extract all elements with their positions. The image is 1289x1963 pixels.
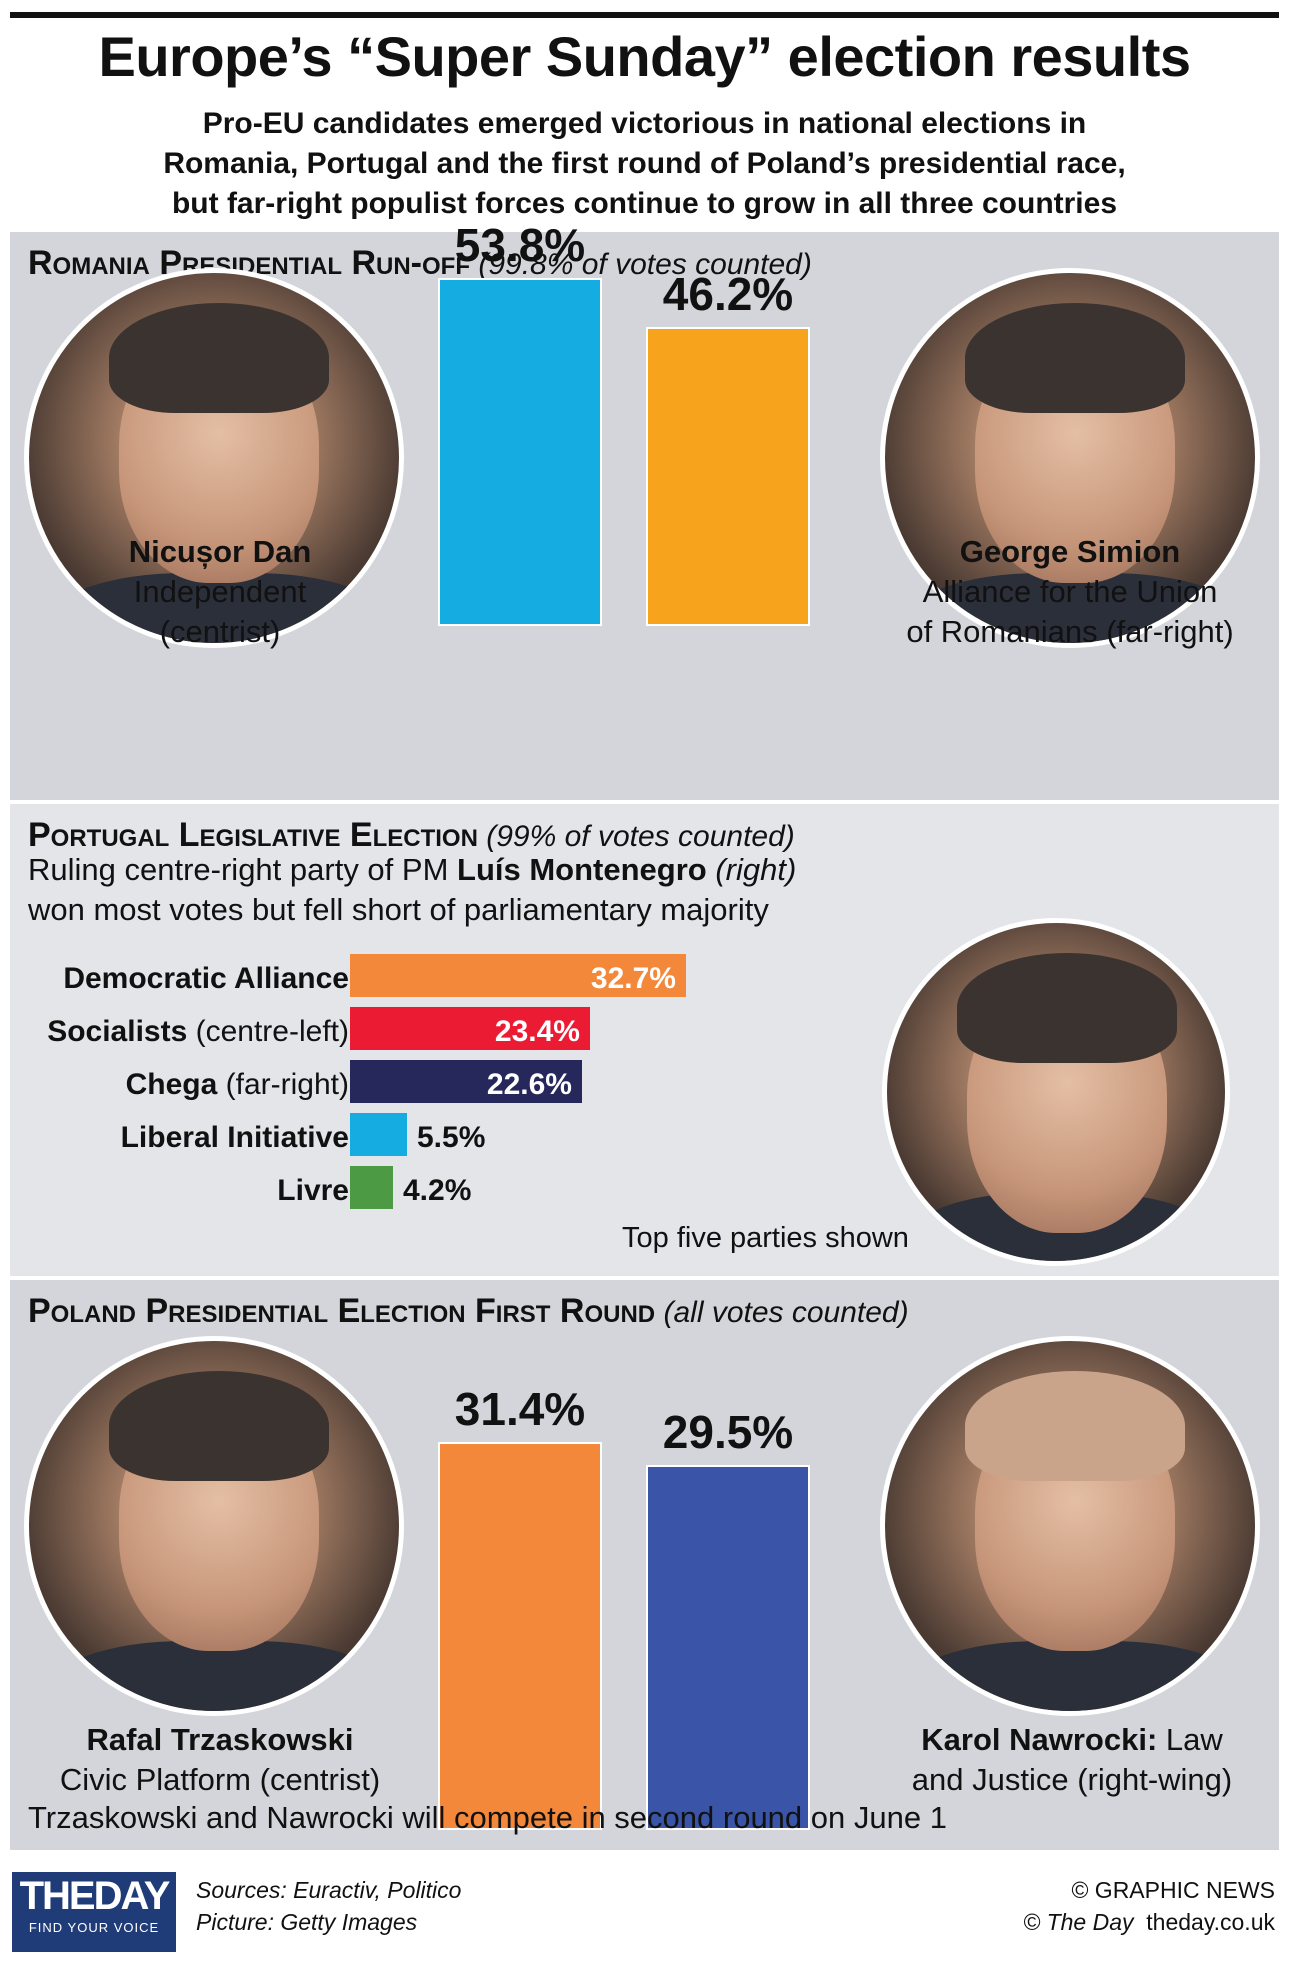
poland-heading: Poland Presidential Election First Round…	[28, 1292, 909, 1331]
candidate-party-end: and Justice (right-wing)	[911, 1762, 1233, 1797]
party-label: Liberal Initiative	[121, 1121, 349, 1155]
logo-wordmark: THEDAY	[19, 1874, 171, 1918]
party-name: Socialists	[47, 1015, 188, 1048]
subtitle-line-1: Pro-EU candidates emerged victorious in …	[202, 107, 1087, 140]
top-five-note: Top five parties shown	[622, 1222, 909, 1254]
nicusor-dan-photo	[24, 268, 404, 648]
bar-rafal-trzaskowski	[438, 1442, 602, 1830]
candidate-party: Alliance for the Union	[922, 574, 1218, 609]
sources: Sources: Euractiv, Politico Picture: Get…	[196, 1874, 461, 1938]
bar-chega	[350, 1060, 582, 1103]
theday-credit: © The Day	[1023, 1909, 1134, 1935]
portugal-desc-right: (right)	[706, 852, 797, 887]
portugal-heading-note: (99% of votes counted)	[486, 820, 795, 853]
bar-value-label: 22.6%	[486, 1068, 572, 1101]
page-title: Europe’s “Super Sunday” election results	[98, 25, 1192, 88]
portugal-desc-a: Ruling centre-right party of PM	[28, 852, 458, 887]
subtitle-line-2: Romania, Portugal and the first round of…	[163, 147, 1126, 180]
subtitle-line-3: but far-right populist forces continue t…	[171, 187, 1118, 220]
bar-liberal-initiative	[350, 1113, 407, 1156]
poland-heading-title: Poland Presidential Election First Round	[28, 1292, 656, 1330]
party-name: Liberal Initiative	[120, 1121, 349, 1154]
party-label: Chega (far-right)	[126, 1068, 349, 1102]
candidate-name: George Simion	[959, 534, 1181, 569]
party-row: Socialists (centre-left) 23.4%	[10, 1007, 1279, 1063]
theday-logo[interactable]: THEDAY FIND YOUR VOICE	[12, 1872, 176, 1952]
bar-value-label: 23.4%	[494, 1015, 580, 1048]
romania-right-candidate: George Simion Alliance for the Union of …	[860, 532, 1280, 652]
poland-heading-note: (all votes counted)	[663, 1296, 909, 1329]
party-name: Democratic Alliance	[63, 962, 349, 995]
romania-heading-note: (99.8% of votes counted)	[478, 248, 812, 281]
poland-right-candidate: Karol Nawrocki: Law and Justice (right-w…	[862, 1720, 1282, 1800]
candidate-name: Rafal Trzaskowski	[86, 1722, 354, 1757]
party-row: Democratic Alliance 32.7%	[10, 954, 1279, 1010]
portugal-description: Ruling centre-right party of PM Luís Mon…	[28, 850, 796, 930]
bar-value-label: 31.4%	[454, 1383, 586, 1435]
page-subtitle: Pro-EU candidates emerged victorious in …	[40, 104, 1249, 224]
luis-montenegro-photo	[882, 918, 1230, 1266]
poland-panel: Poland Presidential Election First Round…	[10, 1280, 1279, 1850]
footer: THEDAY FIND YOUR VOICE Sources: Euractiv…	[0, 1858, 1289, 1963]
party-name: Chega	[125, 1068, 218, 1101]
poland-left-candidate: Rafal Trzaskowski Civic Platform (centri…	[10, 1720, 430, 1800]
candidate-party: Civic Platform (centrist)	[59, 1762, 381, 1797]
bar-value-label: 53.8%	[454, 219, 586, 271]
rafal-trzaskowski-photo	[24, 1336, 404, 1716]
party-qualifier: (far-right)	[217, 1068, 349, 1101]
party-qualifier: (centre-left)	[187, 1015, 349, 1048]
bar-democratic-alliance	[350, 954, 686, 997]
portugal-heading-title: Portugal Legislative Election	[28, 816, 478, 854]
credits: © GRAPHIC NEWS © The Day theday.co.uk	[1023, 1874, 1275, 1938]
second-round-note: Trzaskowski and Nawrocki will compete in…	[28, 1800, 947, 1835]
portugal-desc-pm: Luís Montenegro	[457, 852, 707, 887]
candidate-party: Independent	[133, 574, 307, 609]
party-label: Socialists (centre-left)	[47, 1015, 349, 1049]
bar-nicu-or-dan	[438, 278, 602, 626]
portugal-panel: Portugal Legislative Election (99% of vo…	[10, 804, 1279, 1276]
candidate-position: (centrist)	[159, 614, 281, 649]
portugal-desc-line-2: won most votes but fell short of parliam…	[28, 892, 769, 927]
candidate-name: Nicușor Dan	[128, 534, 312, 569]
candidate-position: of Romanians (far-right)	[906, 614, 1234, 649]
picture-credit: Picture: Getty Images	[196, 1909, 418, 1935]
bar-karol-nawrocki	[646, 1465, 810, 1830]
bar-value-label: 5.5%	[417, 1121, 486, 1154]
karol-nawrocki-photo	[880, 1336, 1260, 1716]
bar-value-label: 46.2%	[662, 268, 794, 320]
party-name: Livre	[277, 1174, 349, 1207]
romania-panel: Romania Presidential Run-off (99.8% of v…	[10, 219, 1280, 800]
candidate-name: Karol Nawrocki:	[921, 1722, 1158, 1757]
bar-livre	[350, 1166, 393, 1209]
top-rule	[10, 12, 1279, 18]
graphic-news-credit: © GRAPHIC NEWS	[1071, 1877, 1275, 1903]
party-row: Liberal Initiative 5.5%	[10, 1113, 1279, 1169]
candidate-party-start: Law	[1157, 1722, 1223, 1757]
bar-george-simion	[646, 327, 810, 626]
bar-socialists	[350, 1007, 590, 1050]
bar-value-label: 32.7%	[590, 962, 676, 995]
party-row: Chega (far-right) 22.6%	[10, 1060, 1279, 1116]
romania-left-candidate: Nicușor Dan Independent (centrist)	[10, 532, 430, 652]
bar-value-label: 4.2%	[403, 1174, 472, 1207]
theday-url[interactable]: theday.co.uk	[1146, 1909, 1275, 1935]
portugal-heading: Portugal Legislative Election (99% of vo…	[28, 816, 795, 855]
romania-heading: Romania Presidential Run-off (99.8% of v…	[28, 244, 812, 283]
party-label: Democratic Alliance	[63, 962, 349, 996]
logo-tagline: FIND YOUR VOICE	[28, 1920, 160, 1935]
bar-value-label: 29.5%	[662, 1406, 794, 1458]
sources-line: Sources: Euractiv, Politico	[196, 1877, 462, 1903]
george-simion-photo	[880, 268, 1260, 648]
party-label: Livre	[277, 1174, 349, 1208]
party-row: Livre 4.2%	[10, 1166, 1279, 1222]
